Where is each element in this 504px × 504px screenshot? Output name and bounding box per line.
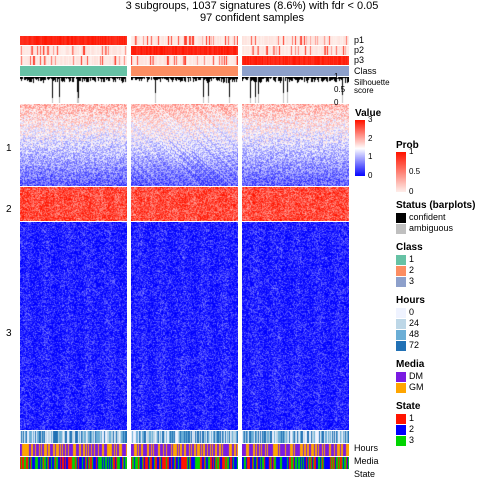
legend-hours: Hours0244872 bbox=[396, 295, 500, 351]
legend-column: Prob10.50 Status (barplots)confidentambig… bbox=[396, 140, 500, 446]
track-label: State bbox=[354, 469, 375, 479]
silhouette-tick: 1 bbox=[334, 73, 338, 81]
track-label: Media bbox=[354, 456, 379, 466]
row-cluster-label: 1 bbox=[6, 143, 12, 154]
track-label: p2 bbox=[354, 45, 364, 55]
legend-prob: Prob10.50 bbox=[396, 140, 500, 192]
title-line-2: 97 confident samples bbox=[0, 12, 504, 24]
silhouette-tick: 0.5 bbox=[334, 86, 345, 94]
row-cluster-label: 3 bbox=[6, 328, 12, 339]
track-label: p1 bbox=[354, 35, 364, 45]
track-label: Class bbox=[354, 66, 377, 76]
track-label: Hours bbox=[354, 443, 378, 453]
legend-state: State123 bbox=[396, 401, 500, 446]
silhouette-tick: 0 bbox=[334, 99, 338, 107]
track-label: p3 bbox=[354, 55, 364, 65]
legend-class: Class123 bbox=[396, 242, 500, 287]
title-line-1: 3 subgroups, 1037 signatures (8.6%) with… bbox=[0, 0, 504, 12]
legend-value: Value3210 bbox=[355, 108, 381, 178]
row-cluster-label: 2 bbox=[6, 204, 12, 215]
legend-status: Status (barplots)confidentambiguous bbox=[396, 200, 500, 234]
legend-media: MediaDMGM bbox=[396, 359, 500, 393]
silhouette-label: Silhouettescore bbox=[354, 79, 390, 95]
complex-heatmap: p1p2p3Class10.50Silhouettescore123HoursM… bbox=[20, 36, 350, 470]
